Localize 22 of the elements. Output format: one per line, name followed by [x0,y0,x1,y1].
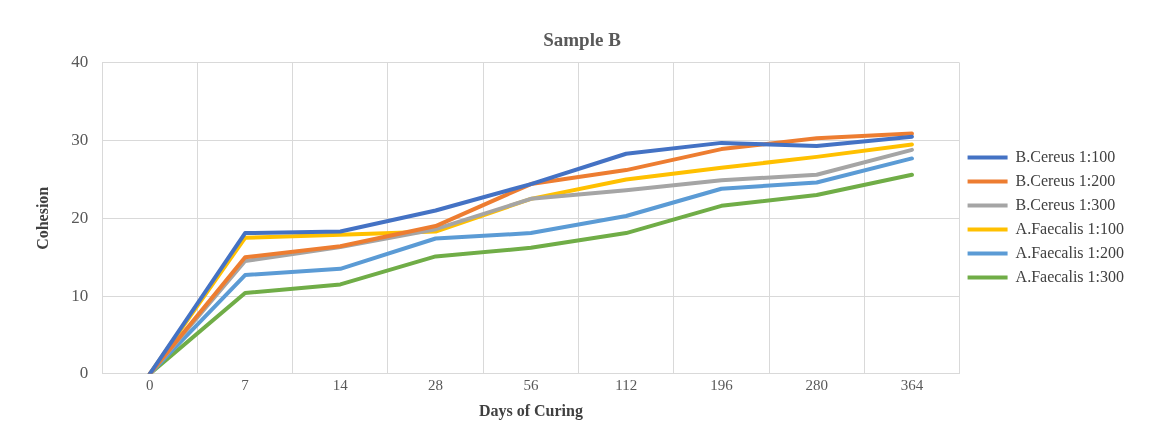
y-axis-title: Cohesion [33,186,51,250]
legend-label: B.Cereus 1:100 [1015,147,1116,165]
x-tick-label: 112 [615,376,638,393]
x-tick-label: 28 [428,376,444,393]
legend-label: A.Faecalis 1:100 [1015,219,1124,237]
legend-label: B.Cereus 1:200 [1015,171,1116,189]
legend-label: A.Faecalis 1:200 [1015,243,1124,261]
legend-label: B.Cereus 1:300 [1015,195,1116,213]
x-tick-label: 7 [241,376,250,393]
y-tick-label: 40 [71,52,89,72]
x-tick-label: 280 [805,376,828,393]
y-tick-label: 30 [71,130,89,150]
y-tick-label: 20 [71,207,89,227]
y-tick-label: 10 [71,285,89,305]
legend-label: A.Faecalis 1:300 [1015,267,1124,285]
x-tick-label: 56 [523,376,539,393]
x-tick-label: 364 [900,376,924,393]
x-axis-title: Days of Curing [478,401,583,420]
x-tick-label: 14 [332,376,349,393]
x-tick-label: 196 [710,376,734,393]
x-tick-label: 0 [146,376,154,393]
chart-title: Sample B [543,29,622,51]
